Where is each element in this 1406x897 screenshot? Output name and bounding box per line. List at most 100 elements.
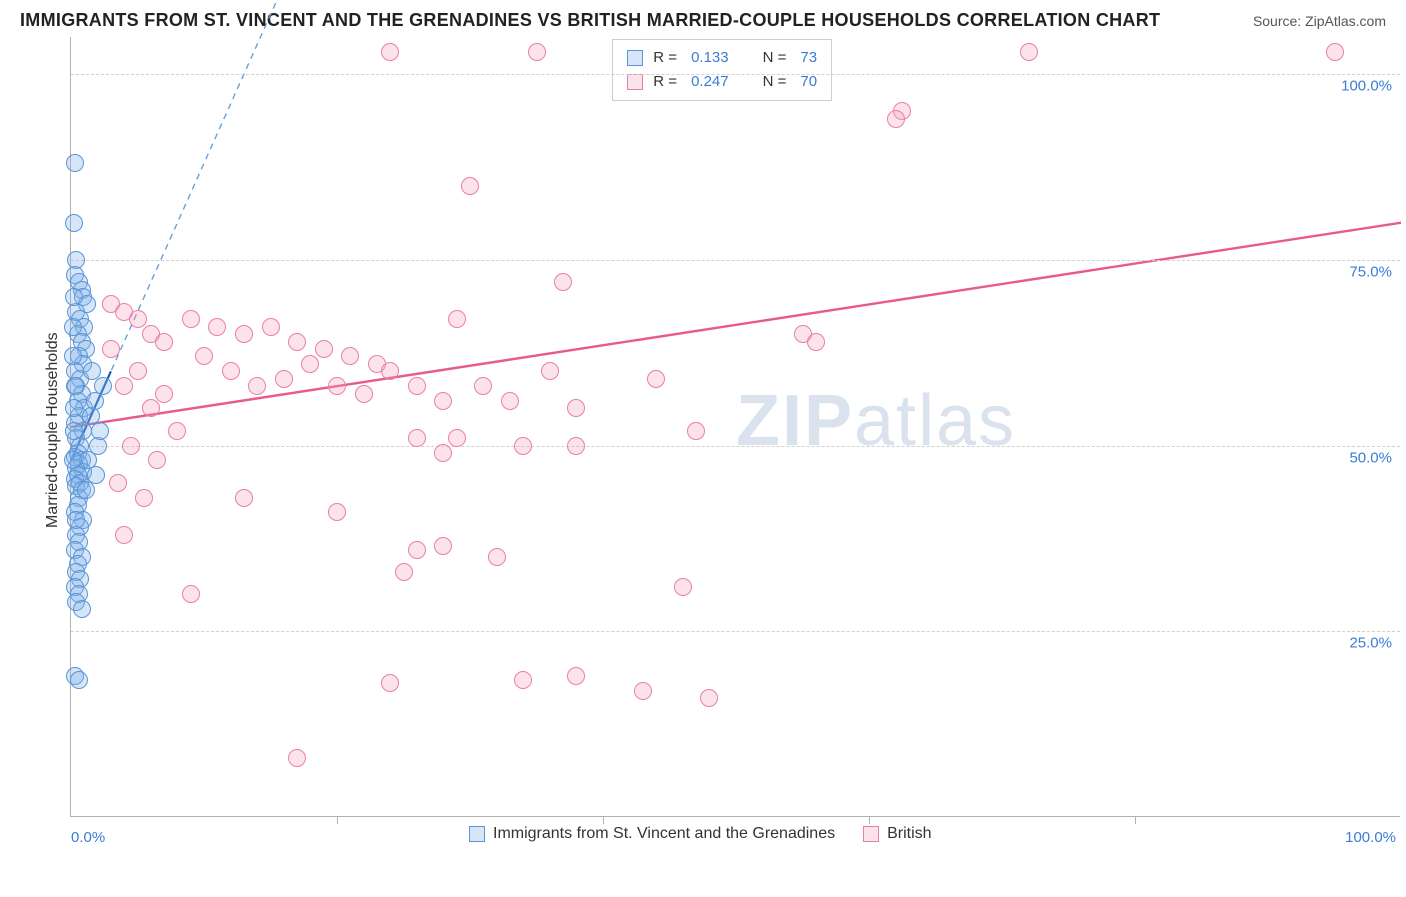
header: IMMIGRANTS FROM ST. VINCENT AND THE GREN… xyxy=(0,0,1406,37)
data-point xyxy=(408,541,426,559)
data-point xyxy=(208,318,226,336)
data-point xyxy=(222,362,240,380)
data-point xyxy=(474,377,492,395)
data-point xyxy=(65,288,83,306)
gridline xyxy=(71,260,1400,261)
data-point xyxy=(381,362,399,380)
data-point xyxy=(182,585,200,603)
data-point xyxy=(275,370,293,388)
data-point xyxy=(448,429,466,447)
source-attribution: Source: ZipAtlas.com xyxy=(1253,13,1386,29)
data-point xyxy=(461,177,479,195)
x-tick-label: 100.0% xyxy=(1345,829,1396,846)
series-swatch xyxy=(627,74,643,90)
data-point xyxy=(64,451,82,469)
data-point xyxy=(807,333,825,351)
legend-label: Immigrants from St. Vincent and the Gren… xyxy=(493,825,835,843)
series-swatch xyxy=(627,50,643,66)
data-point xyxy=(328,377,346,395)
data-point xyxy=(129,362,147,380)
data-point xyxy=(567,667,585,685)
data-point xyxy=(647,370,665,388)
data-point xyxy=(155,333,173,351)
bottom-legend: Immigrants from St. Vincent and the Gren… xyxy=(469,825,932,843)
data-point xyxy=(1326,43,1344,61)
legend-item: Immigrants from St. Vincent and the Gren… xyxy=(469,825,835,843)
data-point xyxy=(528,43,546,61)
stat-n-value: 73 xyxy=(800,46,817,70)
stat-r-label: R = xyxy=(653,46,677,70)
data-point xyxy=(64,318,82,336)
x-tick-label: 0.0% xyxy=(71,829,105,846)
data-point xyxy=(142,399,160,417)
data-point xyxy=(288,749,306,767)
data-point xyxy=(328,503,346,521)
data-point xyxy=(135,489,153,507)
data-point xyxy=(66,154,84,172)
x-tick xyxy=(337,816,338,824)
data-point xyxy=(115,526,133,544)
data-point xyxy=(94,377,112,395)
stats-row: R =0.133N =73 xyxy=(627,46,817,70)
gridline xyxy=(71,631,1400,632)
data-point xyxy=(235,489,253,507)
data-point xyxy=(434,537,452,555)
data-point xyxy=(567,437,585,455)
trend-lines-layer xyxy=(71,37,1401,817)
data-point xyxy=(67,511,85,529)
data-point xyxy=(87,466,105,484)
data-point xyxy=(64,347,82,365)
legend-swatch xyxy=(863,826,879,842)
x-tick xyxy=(1135,816,1136,824)
data-point xyxy=(65,422,83,440)
stat-n-label: N = xyxy=(763,46,787,70)
data-point xyxy=(70,671,88,689)
data-point xyxy=(288,333,306,351)
data-point xyxy=(514,671,532,689)
data-point xyxy=(65,399,83,417)
stats-legend-box: R =0.133N =73R =0.247N =70 xyxy=(612,39,832,101)
y-axis-label: Married-couple Households xyxy=(44,333,62,529)
data-point xyxy=(73,600,91,618)
data-point xyxy=(554,273,572,291)
chart-container: ZIPatlas R =0.133N =73R =0.247N =70 25.0… xyxy=(20,37,1400,897)
data-point xyxy=(687,422,705,440)
data-point xyxy=(148,451,166,469)
data-point xyxy=(514,437,532,455)
data-point xyxy=(77,481,95,499)
gridline xyxy=(71,74,1400,75)
data-point xyxy=(65,214,83,232)
data-point xyxy=(1020,43,1038,61)
x-tick xyxy=(603,816,604,824)
y-tick-label: 25.0% xyxy=(1349,635,1392,652)
plot-area: ZIPatlas R =0.133N =73R =0.247N =70 25.0… xyxy=(70,37,1400,817)
data-point xyxy=(634,682,652,700)
data-point xyxy=(355,385,373,403)
data-point xyxy=(408,377,426,395)
data-point xyxy=(66,377,84,395)
data-point xyxy=(408,429,426,447)
y-tick-label: 50.0% xyxy=(1349,449,1392,466)
y-tick-label: 75.0% xyxy=(1349,263,1392,280)
data-point xyxy=(567,399,585,417)
data-point xyxy=(501,392,519,410)
x-tick xyxy=(869,816,870,824)
data-point xyxy=(109,474,127,492)
data-point xyxy=(248,377,266,395)
data-point xyxy=(168,422,186,440)
data-point xyxy=(434,392,452,410)
data-point xyxy=(674,578,692,596)
data-point xyxy=(129,310,147,328)
data-point xyxy=(341,347,359,365)
data-point xyxy=(700,689,718,707)
data-point xyxy=(235,325,253,343)
data-point xyxy=(541,362,559,380)
data-point xyxy=(122,437,140,455)
data-point xyxy=(102,340,120,358)
watermark: ZIPatlas xyxy=(736,380,1016,462)
y-tick-label: 100.0% xyxy=(1341,78,1392,95)
legend-label: British xyxy=(887,825,931,843)
data-point xyxy=(182,310,200,328)
data-point xyxy=(448,310,466,328)
data-point xyxy=(315,340,333,358)
